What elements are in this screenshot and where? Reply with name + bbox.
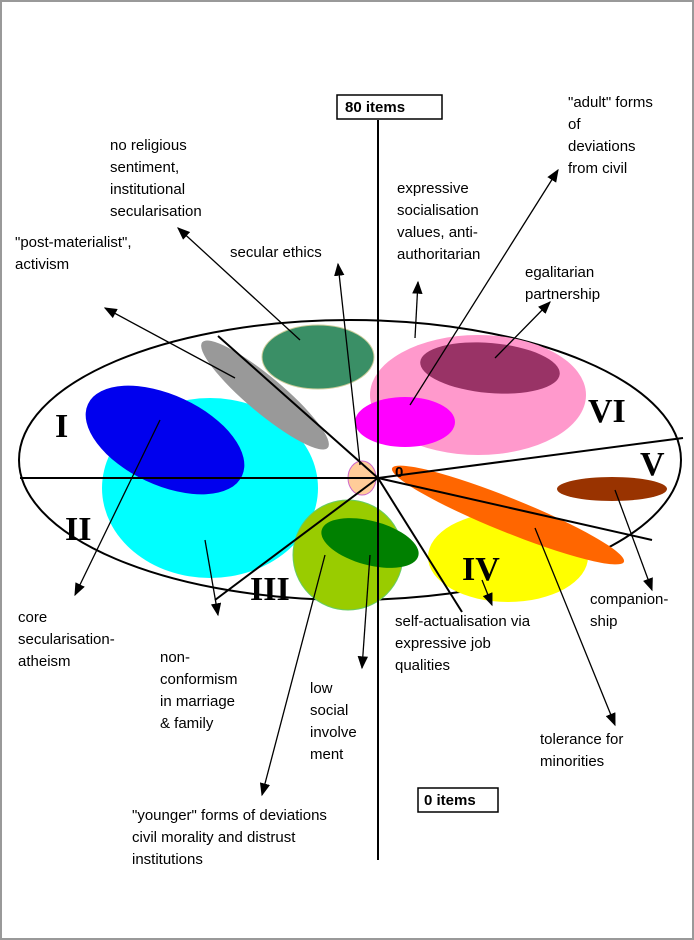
label-line: secular ethics [230, 244, 322, 261]
label-line: deviations [568, 138, 636, 155]
label-line: socialisation [397, 202, 479, 219]
label-line: minorities [540, 753, 604, 770]
label-line: partnership [525, 286, 600, 303]
label-line: tolerance for [540, 731, 623, 748]
segment-label: VI [588, 393, 626, 430]
label-line: involve [310, 724, 357, 741]
label-line: companion- [590, 591, 668, 608]
label-line: secularisation [110, 203, 202, 220]
segment-label: V [640, 446, 665, 483]
label-line: institutional [110, 181, 185, 198]
label-line: sentiment, [110, 159, 179, 176]
label-line: ment [310, 746, 344, 763]
label-line: atheism [18, 653, 71, 670]
label-line: low [310, 680, 333, 697]
label-line: activism [15, 256, 69, 273]
label-line: "post-materialist", [15, 234, 132, 251]
label-line: non- [160, 649, 190, 666]
bottom-box [417, 787, 499, 813]
label-line: egalitarian [525, 264, 594, 281]
label-line: secularisation- [18, 631, 115, 648]
label-line: "younger" forms of deviations [132, 807, 327, 824]
top-box [336, 94, 443, 120]
arrows [74, 168, 653, 797]
label-line: self-actualisation via [395, 613, 531, 630]
label-line: authoritarian [397, 246, 480, 263]
label-line: social [310, 702, 348, 719]
label-line: in marriage [160, 693, 235, 710]
segment-label: IV [462, 551, 500, 588]
label-line: qualities [395, 657, 450, 674]
origin-label: 0 [395, 464, 403, 481]
label-line: values, anti- [397, 224, 478, 241]
label-line: no religious [110, 137, 187, 154]
label-line: expressive job [395, 635, 491, 652]
segment-label: III [250, 571, 290, 608]
label-line: core [18, 609, 47, 626]
label-line: ship [590, 613, 618, 630]
label-line: institutions [132, 851, 203, 868]
label-line: expressive [397, 180, 469, 197]
labels: no religious sentiment, institutional secul… [15, 94, 668, 868]
segment-label: II [65, 511, 91, 548]
label-line: conformism [160, 671, 238, 688]
bottom-label: 0 items [424, 792, 476, 809]
label-line: of [568, 116, 581, 133]
segment-label: I [55, 408, 68, 445]
top-label: 80 items [345, 99, 405, 116]
dividers [20, 120, 684, 860]
label-line: civil morality and distrust [132, 829, 296, 846]
label-line: & family [160, 715, 214, 732]
label-line: "adult" forms [568, 94, 653, 111]
label-line: from civil [568, 160, 627, 177]
